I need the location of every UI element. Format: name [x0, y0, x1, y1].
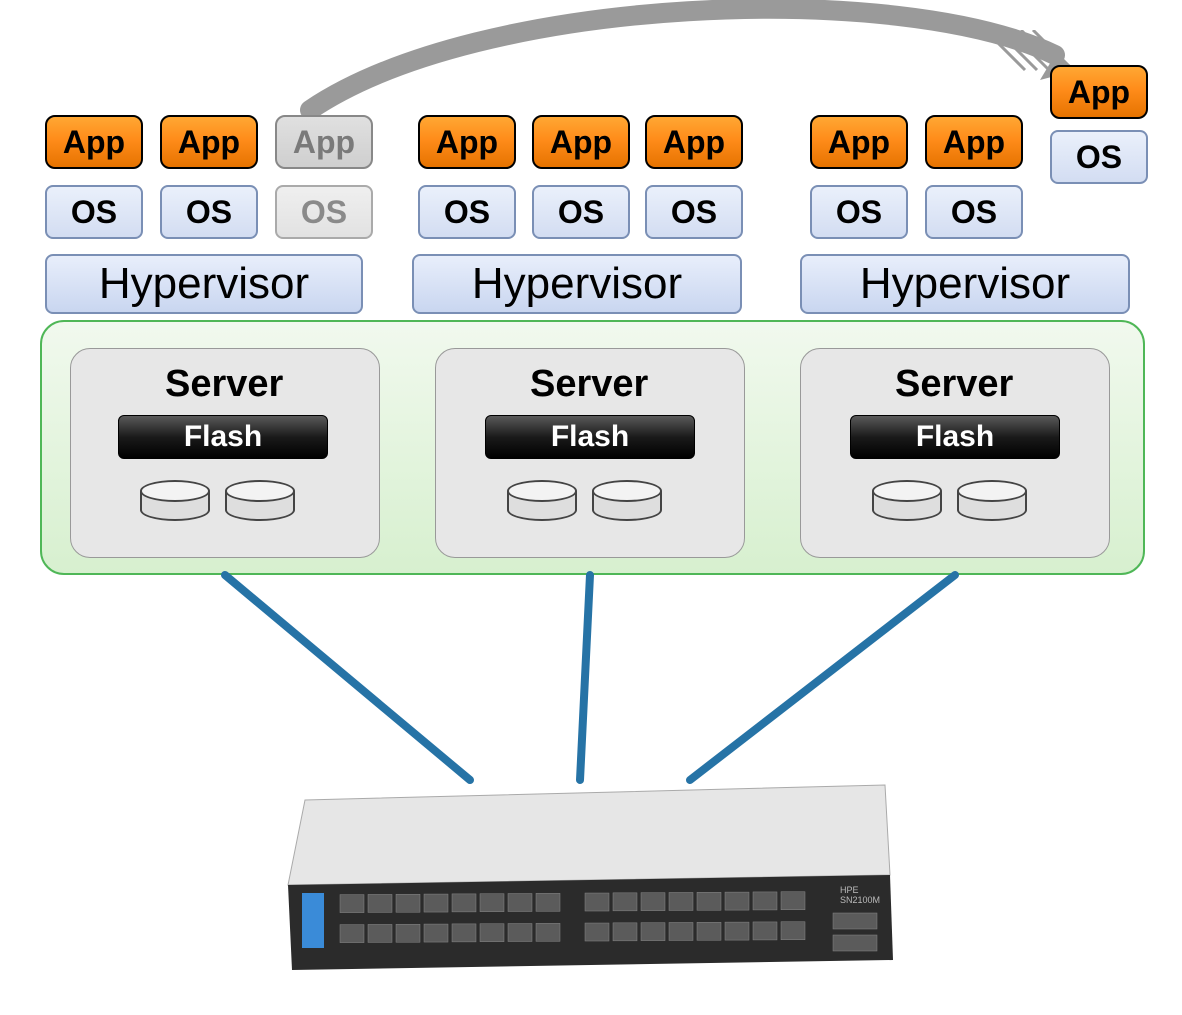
switch-indicator-panel: [302, 893, 324, 948]
network-switch: HPESN2100M: [280, 745, 895, 980]
